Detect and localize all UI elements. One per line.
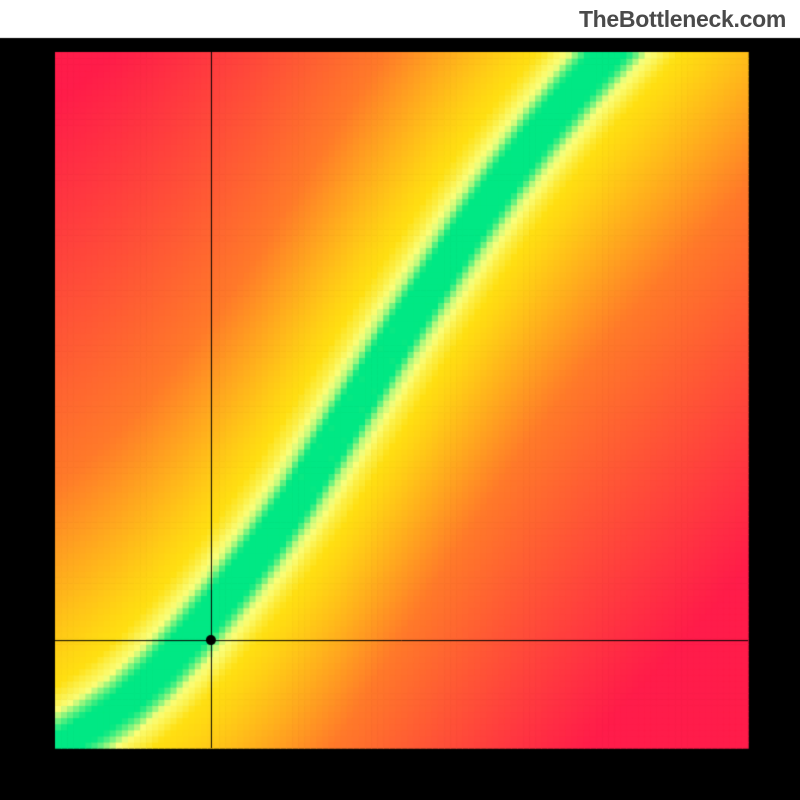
heatmap-canvas <box>0 0 800 800</box>
watermark-text: TheBottleneck.com <box>579 6 786 33</box>
